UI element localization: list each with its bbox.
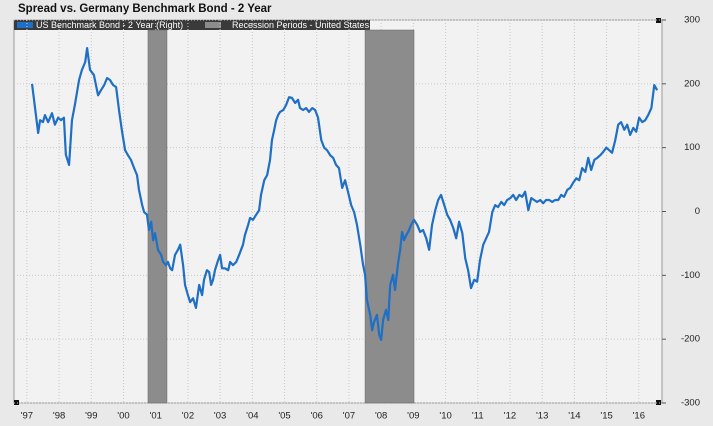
data-line (30, 46, 659, 341)
y-tick-label: 0 (695, 206, 700, 217)
legend-swatch (205, 22, 221, 28)
legend-label: Recession Periods - United States (232, 20, 370, 30)
x-tick-label: '03 (214, 411, 226, 422)
legend-label: US Benchmark Bond - 2 Year (Right) (36, 20, 183, 30)
x-tick-label: '05 (278, 411, 290, 422)
x-tick-label: '09 (407, 411, 419, 422)
x-tick-label: '13 (536, 411, 548, 422)
y-tick-label: 200 (684, 78, 700, 89)
x-tick-label: '10 (439, 411, 451, 422)
x-tick-label: '97 (21, 411, 33, 422)
y-tick-label: 100 (684, 142, 700, 153)
x-tick-label: '99 (85, 411, 97, 422)
y-tick-label: 300 (684, 15, 700, 26)
recession-band (147, 29, 168, 404)
x-tick-label: '00 (117, 411, 129, 422)
recession-band (364, 29, 415, 404)
x-tick-label: '11 (472, 411, 484, 422)
y-tick-label: -100 (681, 270, 700, 281)
x-tick-label: '08 (375, 411, 387, 422)
x-tick-label: '16 (633, 411, 645, 422)
x-tick-label: '15 (600, 411, 612, 422)
x-tick-label: '04 (246, 411, 258, 422)
x-tick-label: '06 (311, 411, 323, 422)
x-tick-label: '98 (53, 411, 65, 422)
legend-bar (14, 20, 370, 30)
chart-title: Spread vs. Germany Benchmark Bond - 2 Ye… (18, 3, 272, 15)
y-tick-label: -200 (681, 334, 700, 345)
x-tick-label: '01 (150, 411, 162, 422)
x-tick-label: '14 (568, 411, 580, 422)
x-tick-label: '07 (343, 411, 355, 422)
corner-marker (656, 400, 661, 405)
legend-swatch (17, 22, 33, 28)
x-tick-label: '02 (182, 411, 194, 422)
x-tick-label: '12 (504, 411, 516, 422)
corner-marker (14, 400, 19, 405)
corner-marker (656, 18, 661, 23)
y-tick-label: -300 (681, 398, 700, 409)
